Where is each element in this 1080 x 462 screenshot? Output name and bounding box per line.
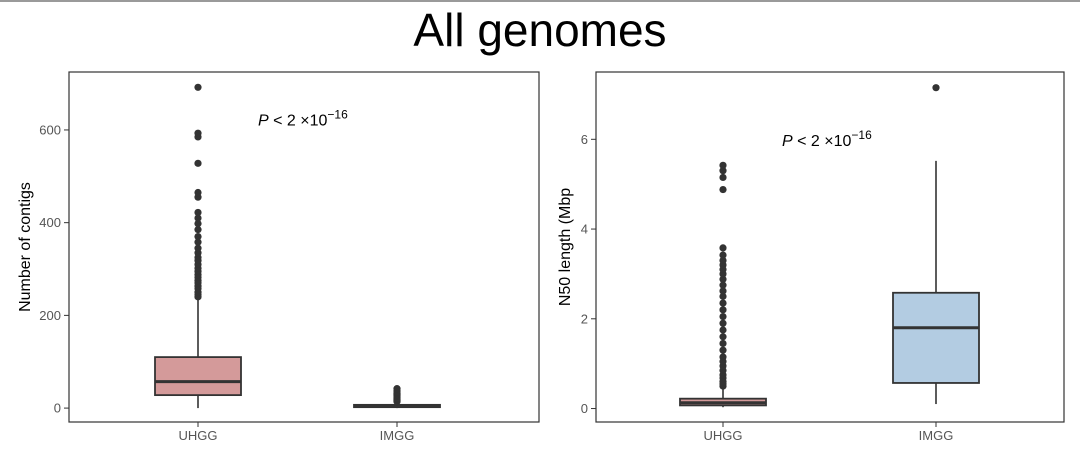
outlier-point — [393, 385, 401, 393]
outlier-point — [719, 319, 727, 327]
x-tick-label: UHGG — [179, 428, 218, 443]
x-tick-label: IMGG — [919, 428, 954, 443]
outlier-point — [719, 281, 727, 289]
y-tick-label: 400 — [39, 215, 61, 230]
outlier-point — [719, 275, 727, 283]
outlier-point — [719, 346, 727, 354]
outlier-point — [719, 287, 727, 295]
y-axis-title: N50 length (Mbp — [557, 188, 574, 306]
outlier-point — [194, 129, 202, 137]
top-divider — [0, 0, 1080, 2]
y-tick-label: 4 — [581, 222, 588, 237]
outlier-point — [719, 244, 727, 252]
outlier-point — [719, 256, 727, 265]
y-axis-title: Number of contigs — [17, 182, 34, 312]
outlier-point — [719, 306, 727, 314]
x-tick-label: IMGG — [380, 428, 415, 443]
outlier-point — [194, 83, 202, 91]
outlier-point — [194, 232, 202, 241]
outlier-point — [194, 159, 202, 167]
outlier-point — [194, 226, 202, 234]
box-imgg — [353, 385, 441, 409]
plot-frame — [68, 71, 540, 423]
outlier-point — [719, 326, 727, 334]
outlier-point — [719, 333, 727, 341]
p-value-annotation: P < 2 ×10−16 — [782, 128, 872, 150]
outlier-point — [719, 299, 727, 307]
y-tick-label: 6 — [581, 132, 588, 147]
y-tick-label: 0 — [54, 401, 61, 416]
y-tick-label: 0 — [581, 401, 588, 416]
outlier-point — [719, 353, 727, 361]
iqr-box — [892, 291, 980, 384]
y-tick-label: 2 — [581, 311, 588, 326]
outlier-point — [194, 188, 202, 197]
p-value-annotation: P < 2 ×10−16 — [258, 107, 348, 129]
box-uhgg — [679, 161, 767, 408]
outlier-point — [719, 251, 727, 259]
box-uhgg — [154, 83, 242, 409]
y-tick-label: 200 — [39, 308, 61, 323]
box-imgg — [892, 84, 980, 405]
x-tick-label: UHGG — [704, 428, 743, 443]
outlier-point — [194, 214, 202, 222]
outlier-point — [194, 208, 202, 217]
outlier-point — [719, 161, 727, 169]
plot-frame — [595, 71, 1065, 423]
outlier-point — [932, 84, 940, 92]
outlier-point — [719, 292, 727, 300]
outlier-point — [719, 339, 727, 348]
outlier-point — [194, 244, 202, 252]
iqr-box — [154, 356, 242, 397]
outlier-point — [719, 173, 727, 182]
outlier-point — [194, 238, 202, 246]
outlier-point — [719, 312, 727, 321]
outlier-point — [719, 167, 727, 175]
outlier-point — [719, 185, 727, 194]
outlier-point — [194, 219, 202, 228]
y-tick-label: 600 — [39, 122, 61, 137]
figure-title: All genomes — [413, 4, 667, 56]
